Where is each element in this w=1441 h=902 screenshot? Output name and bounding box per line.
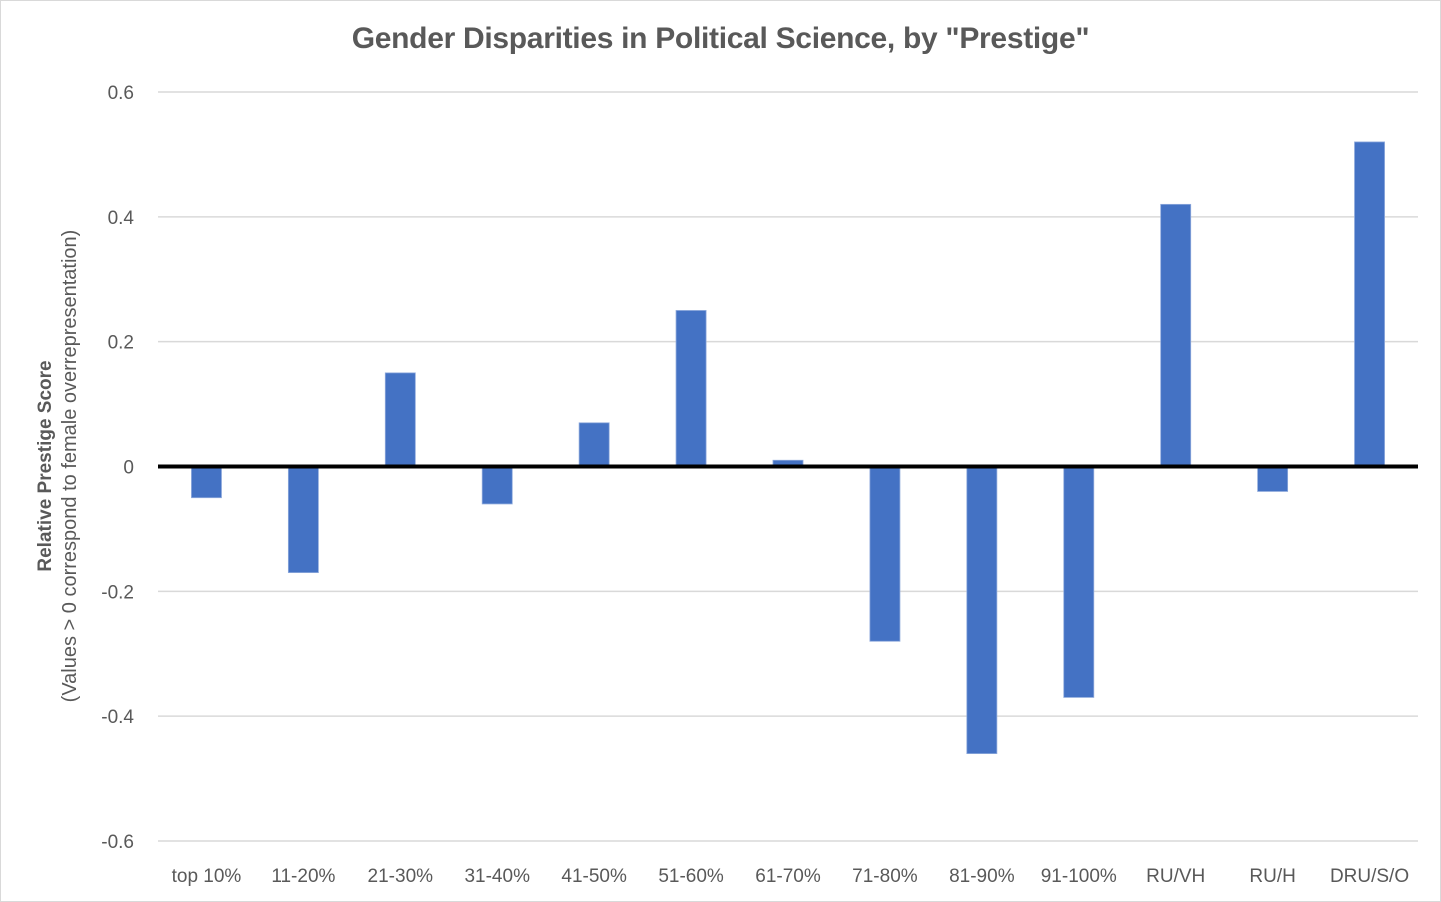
y-tick-label: -0.2 <box>101 582 134 603</box>
x-tick-label: 91-100% <box>1041 866 1117 887</box>
bar-ru-vh <box>1160 203 1192 467</box>
y-tick-label: 0.4 <box>108 208 135 229</box>
y-tick-labels: 0.6 0.4 0.2 0 -0.2 -0.4 -0.6 <box>101 83 134 853</box>
x-tick-label: 11-20% <box>271 866 335 887</box>
bar-21-30- <box>384 372 416 467</box>
bar-top-10- <box>191 466 222 499</box>
bar-71-80- <box>869 466 901 642</box>
x-tick-label: DRU/S/O <box>1330 866 1409 887</box>
y-tick-label: -0.4 <box>101 707 134 728</box>
y-tick-label: 0.2 <box>108 333 134 354</box>
x-tick-label: 21-30% <box>368 866 434 887</box>
x-tick-label: 31-40% <box>464 866 530 887</box>
gridlines <box>158 91 1418 842</box>
x-tick-label: RU/H <box>1249 866 1295 887</box>
x-tick-label: top 10% <box>172 866 242 887</box>
bar-51-60- <box>675 310 707 467</box>
x-tick-label: 81-90% <box>949 866 1015 887</box>
bar-81-90- <box>966 466 998 755</box>
y-tick-label: 0.6 <box>108 83 134 104</box>
chart-title: Gender Disparities in Political Science,… <box>351 22 1090 55</box>
y-tick-label: 0 <box>123 458 134 479</box>
x-tick-label: 51-60% <box>658 866 724 887</box>
x-tick-label: 61-70% <box>755 866 821 887</box>
y-tick-label: -0.6 <box>101 832 134 853</box>
x-tick-label: 71-80% <box>852 866 918 887</box>
bars <box>191 141 1385 755</box>
x-tick-label: RU/VH <box>1146 866 1205 887</box>
bar-91-100- <box>1063 466 1095 698</box>
x-tick-label: 41-50% <box>561 866 627 887</box>
bar-ru-h <box>1257 466 1289 492</box>
x-tick-labels: top 10% 11-20% 21-30% 31-40% 41-50% 51-60% 61-… <box>172 866 1410 887</box>
bar-11-20- <box>287 466 319 574</box>
bar-dru-s-o <box>1354 141 1385 467</box>
bar-31-40- <box>481 466 513 505</box>
bar-41-50- <box>578 422 610 467</box>
